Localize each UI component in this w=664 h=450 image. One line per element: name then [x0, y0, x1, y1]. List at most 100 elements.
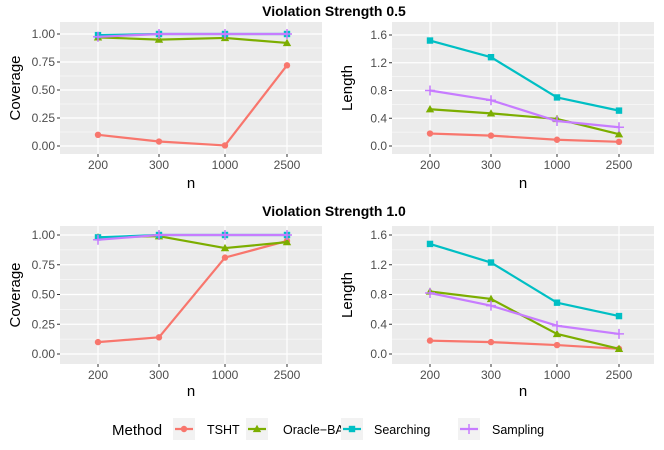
x-tick-label: 2500	[274, 368, 301, 382]
series-line-sampling	[429, 89, 620, 129]
panel-bottom-left: 0.00 0.25 0.50 0.75 1.00 200 300 1000 2500 n Cov…	[7, 226, 322, 400]
point-tsht	[487, 338, 495, 346]
row-title-bottom: Violation Strength 1.0	[262, 203, 406, 219]
series-line-searching	[429, 242, 620, 318]
point-sampling	[154, 29, 164, 39]
point-sampling	[552, 116, 562, 127]
point-sampling	[614, 328, 624, 339]
panel-top-left: 0.00 0.25 0.50 0.75 1.00 200 300 1000 2500 n Cov…	[7, 22, 322, 192]
y-tick-label: 0.8	[370, 84, 387, 98]
series-line-oracle-ba	[97, 36, 288, 45]
x-tick-label: 200	[420, 368, 440, 382]
y-axis-title: Length	[339, 272, 356, 318]
y-tick-label: 1.6	[370, 28, 387, 42]
legend-key-marker	[252, 424, 262, 433]
point-searching	[487, 259, 495, 266]
y-tick-label: 0.4	[370, 317, 387, 331]
x-tick-label: 200	[420, 158, 440, 172]
y-axis-title: Coverage	[7, 262, 24, 327]
point-oracle-ba	[614, 130, 624, 138]
point-sampling	[220, 230, 230, 240]
point-oracle-ba	[614, 344, 624, 352]
series-line-tsht	[97, 239, 288, 344]
legend-label: Oracle−BA	[283, 423, 344, 437]
point-tsht	[221, 142, 229, 149]
y-tick-label: 0.00	[32, 347, 56, 361]
y-tick-label: 1.2	[370, 56, 387, 70]
y-tick-label: 1.00	[32, 27, 56, 41]
point-tsht	[155, 138, 163, 145]
point-sampling	[93, 234, 103, 245]
x-tick-label: 200	[88, 158, 108, 172]
x-tick-label: 300	[149, 368, 169, 382]
y-tick-label: 0.00	[32, 139, 56, 153]
point-sampling	[282, 230, 292, 240]
x-tick-label: 1000	[212, 368, 239, 382]
y-tick-label: 0.0	[370, 347, 387, 361]
series-line-searching	[429, 39, 620, 112]
y-tick-label: 0.50	[32, 83, 56, 97]
point-oracle-ba	[154, 35, 164, 43]
legend-key-marker	[180, 425, 188, 433]
point-tsht	[487, 132, 495, 139]
x-tick-label: 300	[149, 158, 169, 172]
legend-item-sampling: Sampling	[458, 418, 544, 440]
point-sampling	[425, 85, 435, 96]
point-oracle-ba	[425, 105, 435, 113]
x-tick-label: 1000	[544, 368, 571, 382]
y-tick-label: 0.8	[370, 288, 387, 302]
x-tick-label: 2500	[606, 368, 633, 382]
point-sampling	[93, 31, 103, 42]
legend-label: Sampling	[492, 423, 544, 437]
series-line-oracle-ba	[429, 108, 620, 136]
x-tick-label: 1000	[212, 158, 239, 172]
point-oracle-ba	[282, 237, 292, 246]
x-axis-title: n	[519, 383, 527, 400]
series-line-sampling	[429, 291, 620, 336]
point-oracle-ba	[486, 109, 496, 117]
point-searching	[553, 299, 561, 306]
legend-item-tsht: TSHT	[173, 418, 240, 440]
point-sampling	[486, 95, 496, 106]
point-tsht	[553, 341, 561, 349]
point-sampling	[220, 29, 230, 39]
x-tick-label: 2500	[274, 158, 301, 172]
point-searching	[426, 37, 434, 44]
legend: Method TSHT Oracle−BA Searching Sampling	[112, 418, 544, 440]
x-tick-label: 300	[481, 368, 501, 382]
y-tick-label: 0.25	[32, 317, 56, 331]
y-tick-label: 0.25	[32, 111, 56, 125]
point-tsht	[94, 131, 102, 138]
x-axis-title: n	[187, 383, 195, 400]
point-oracle-ba	[552, 329, 562, 338]
y-tick-label: 0.75	[32, 258, 56, 272]
point-oracle-ba	[282, 38, 292, 47]
legend-label: Searching	[374, 423, 430, 437]
y-axis-title: Length	[339, 65, 356, 111]
point-tsht	[553, 136, 561, 143]
point-tsht	[615, 138, 623, 146]
x-axis-title: n	[519, 175, 527, 192]
y-tick-label: 1.00	[32, 228, 56, 242]
point-searching	[426, 240, 434, 248]
series-line-tsht	[429, 339, 620, 350]
legend-key-marker	[464, 424, 474, 434]
point-oracle-ba	[486, 294, 496, 303]
point-tsht	[155, 334, 163, 341]
point-oracle-ba	[220, 243, 230, 252]
point-tsht	[221, 254, 229, 261]
y-tick-label: 0.0	[370, 139, 387, 153]
legend-label: TSHT	[207, 423, 240, 437]
point-searching	[553, 94, 561, 101]
point-sampling	[552, 320, 562, 331]
x-tick-label: 2500	[606, 158, 633, 172]
point-tsht	[283, 62, 291, 69]
legend-title: Method	[112, 422, 162, 439]
series-line-tsht	[97, 64, 288, 147]
panel-top-right: 0.0 0.4 0.8 1.2 1.6 200 300 1000 2500 n Length	[339, 22, 654, 192]
x-tick-label: 200	[88, 368, 108, 382]
point-sampling	[614, 122, 624, 133]
y-axis-title: Coverage	[7, 55, 24, 120]
point-sampling	[425, 288, 435, 299]
